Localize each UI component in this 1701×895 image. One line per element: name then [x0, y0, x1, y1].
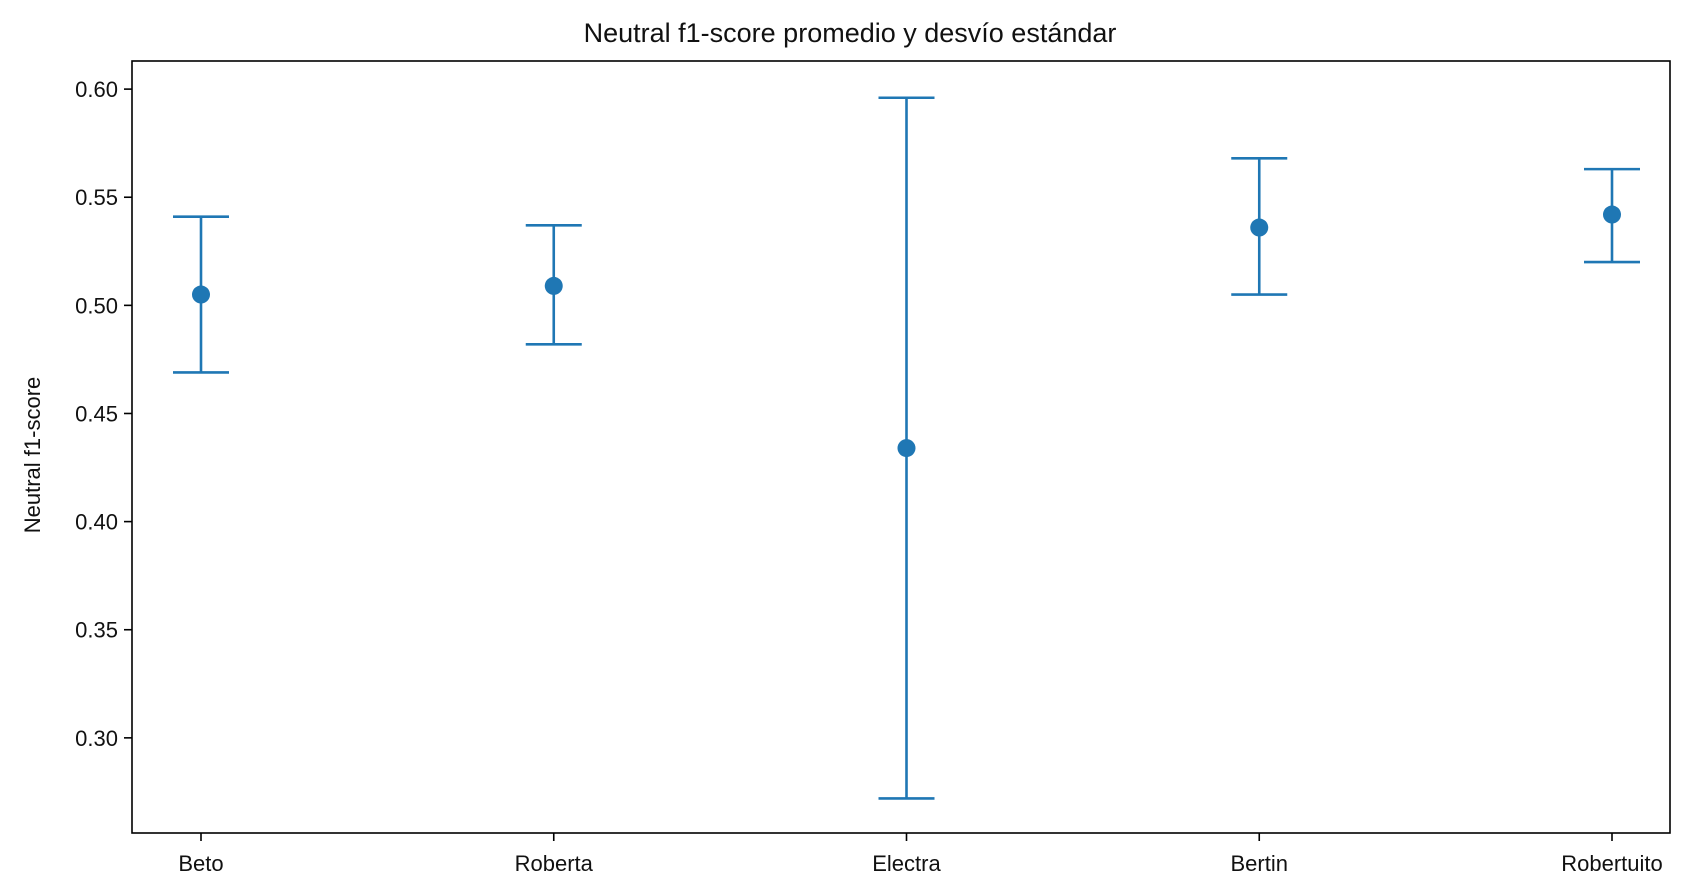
data-point — [1250, 218, 1269, 237]
y-tick-label: 0.40 — [75, 510, 118, 535]
data-point — [897, 439, 916, 458]
data-point — [192, 285, 210, 304]
data-marks — [173, 96, 1640, 800]
x-tick-label: Electra — [872, 851, 941, 876]
data-point — [1603, 205, 1621, 224]
y-tick-label: 0.50 — [75, 293, 118, 318]
y-tick-label: 0.60 — [75, 77, 118, 102]
y-tick-label: 0.45 — [75, 401, 118, 426]
y-ticks: 0.30 0.35 0.40 0.45 0.50 0.55 0.60 — [75, 77, 132, 751]
x-tick-label: Robertuito — [1561, 851, 1663, 876]
x-tick-label: Roberta — [515, 851, 594, 876]
y-tick-label: 0.35 — [75, 618, 118, 643]
x-tick-label: Beto — [178, 851, 223, 876]
x-ticks: Beto Roberta Electra Bertin Robertuito — [178, 833, 1663, 876]
plot-frame — [131, 60, 1671, 834]
chart-title: Neutral f1-score promedio y desvío están… — [584, 18, 1117, 48]
data-point — [544, 276, 563, 295]
y-axis-label: Neutral f1-score — [20, 377, 45, 534]
y-tick-label: 0.30 — [75, 726, 118, 751]
x-tick-label: Bertin — [1231, 851, 1288, 876]
y-tick-label: 0.55 — [75, 185, 118, 210]
